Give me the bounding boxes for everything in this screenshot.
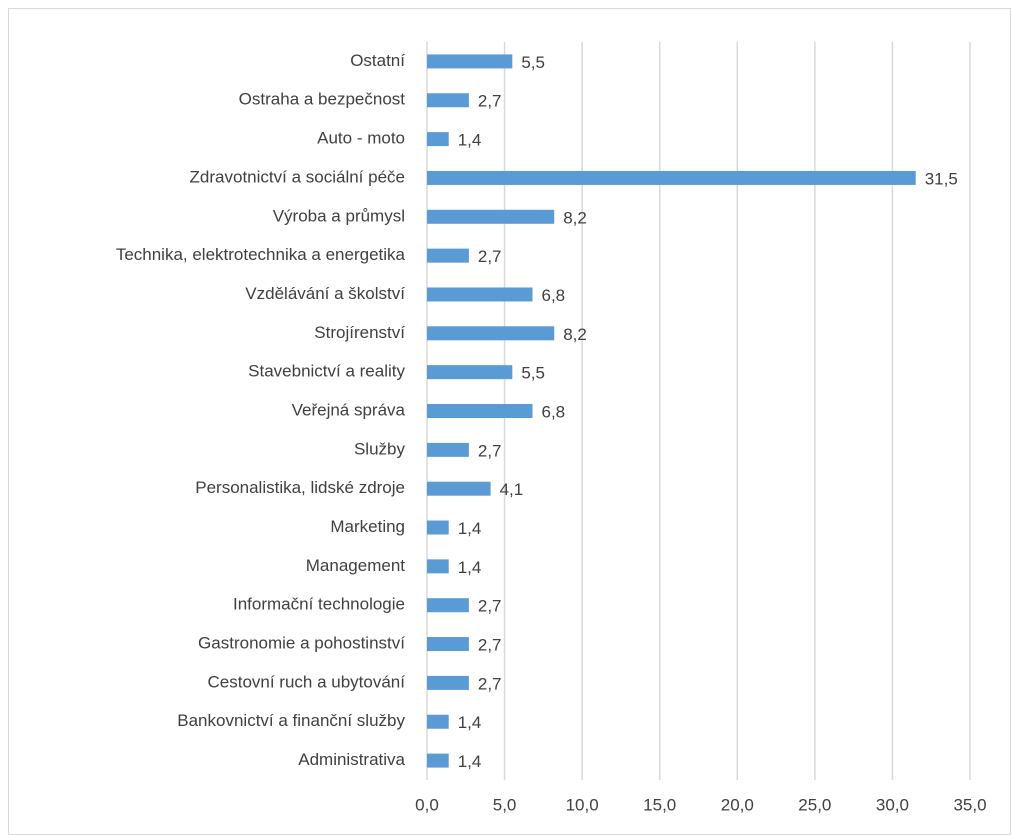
data-label: 2,7 <box>478 247 502 266</box>
bar <box>427 365 513 380</box>
data-label: 1,4 <box>458 558 482 577</box>
x-tick-label: 0,0 <box>415 795 439 814</box>
x-tick-label: 5,0 <box>493 795 517 814</box>
bar <box>427 559 449 574</box>
x-tick-label: 35,0 <box>953 795 986 814</box>
y-tick-label: Gastronomie a pohostinství <box>198 634 405 653</box>
y-tick-label: Marketing <box>330 517 405 536</box>
bar <box>427 637 469 652</box>
data-label: 4,1 <box>500 480 524 499</box>
y-tick-label: Stavebnictví a reality <box>248 362 405 381</box>
x-tick-label: 10,0 <box>566 795 599 814</box>
y-tick-label: Cestovní ruch a ubytování <box>207 672 405 691</box>
y-tick-label: Veřejná správa <box>292 400 406 419</box>
bar <box>427 132 449 147</box>
x-tick-label: 25,0 <box>798 795 831 814</box>
bar <box>427 598 469 613</box>
bar <box>427 520 449 535</box>
x-tick-label: 30,0 <box>876 795 909 814</box>
bar <box>427 404 533 418</box>
data-label: 2,7 <box>478 674 502 693</box>
data-label: 1,4 <box>458 713 482 732</box>
data-label: 31,5 <box>925 169 958 188</box>
y-tick-label: Personalistika, lidské zdroje <box>195 478 405 497</box>
bar <box>427 753 449 768</box>
chart-border <box>8 8 1011 835</box>
y-tick-label: Administrativa <box>298 750 405 769</box>
data-label: 1,4 <box>458 519 482 538</box>
bar <box>427 714 449 729</box>
bar <box>427 326 555 341</box>
x-tick-label: 15,0 <box>643 795 676 814</box>
data-label: 8,2 <box>563 208 587 227</box>
bar <box>427 675 469 690</box>
y-tick-label: Ostatní <box>350 51 405 70</box>
y-tick-label: Strojírenství <box>314 323 405 342</box>
data-label: 8,2 <box>563 325 587 344</box>
data-label: 2,7 <box>478 92 502 111</box>
bar <box>427 481 491 496</box>
y-tick-label: Bankovnictví a finanční služby <box>177 711 405 730</box>
y-tick-label: Vzdělávání a školství <box>245 284 405 303</box>
y-tick-label: Služby <box>354 439 406 458</box>
bar <box>427 248 469 263</box>
data-label: 6,8 <box>541 286 565 305</box>
bar <box>427 54 513 69</box>
x-tick-label: 20,0 <box>721 795 754 814</box>
y-tick-label: Technika, elektrotechnika a energetika <box>116 245 406 264</box>
y-tick-label: Informační technologie <box>233 595 405 614</box>
data-label: 5,5 <box>521 53 545 72</box>
bar <box>427 287 533 302</box>
data-label: 2,7 <box>478 636 502 655</box>
y-tick-label: Ostraha a bezpečnost <box>239 90 406 109</box>
y-tick-label: Management <box>306 556 406 575</box>
data-label: 2,7 <box>478 597 502 616</box>
data-label: 1,4 <box>458 131 482 150</box>
bar <box>427 442 469 457</box>
data-label: 5,5 <box>521 364 545 383</box>
data-label: 2,7 <box>478 441 502 460</box>
y-tick-label: Zdravotnictví a sociální péče <box>190 167 405 186</box>
bar <box>427 209 555 224</box>
bar <box>427 170 916 185</box>
bar <box>427 93 469 108</box>
data-label: 1,4 <box>458 752 482 771</box>
y-tick-label: Auto - moto <box>317 129 405 148</box>
data-label: 6,8 <box>541 402 565 421</box>
y-tick-label: Výroba a průmysl <box>273 206 405 225</box>
